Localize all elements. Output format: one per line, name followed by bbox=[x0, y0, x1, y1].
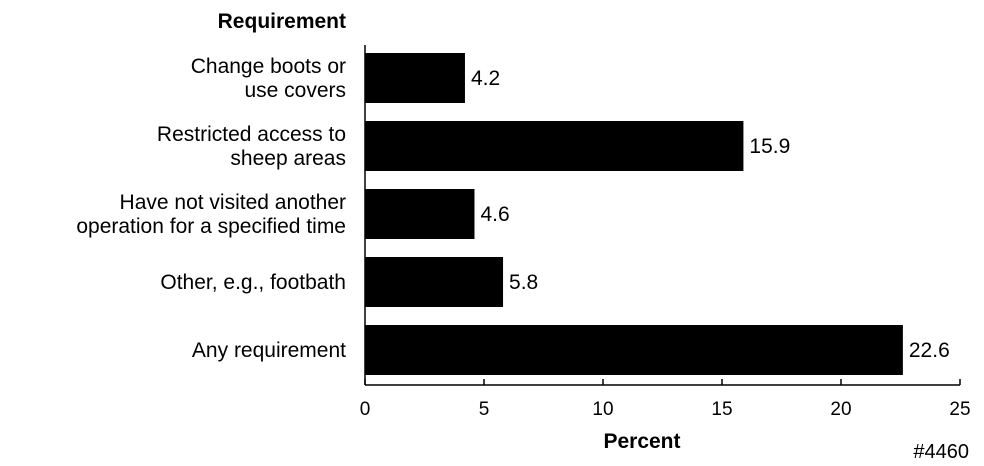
category-label-line: Any requirement bbox=[192, 339, 346, 362]
bar bbox=[365, 189, 475, 239]
category-label: Other, e.g., footbath bbox=[160, 271, 346, 294]
bars-group bbox=[365, 53, 903, 375]
data-label: 22.6 bbox=[909, 339, 950, 362]
category-label-line: operation for a specified time bbox=[76, 215, 346, 238]
category-label: Any requirement bbox=[192, 339, 346, 362]
x-tick-label: 25 bbox=[949, 399, 970, 420]
category-label: Have not visited another operation for a … bbox=[76, 191, 346, 238]
x-tick-label: 15 bbox=[711, 399, 732, 420]
figure-id: #4460 bbox=[913, 441, 969, 461]
x-ticks: 0 5 10 15 20 25 bbox=[360, 379, 971, 420]
x-axis-title: Percent bbox=[603, 430, 680, 453]
category-label: Restricted access to sheep areas bbox=[157, 123, 346, 170]
data-label: 4.6 bbox=[480, 203, 509, 226]
value-labels: 4.2 15.9 4.6 5.8 22.6 bbox=[471, 67, 950, 362]
bar bbox=[365, 325, 903, 375]
category-label-line: Have not visited another bbox=[120, 191, 346, 214]
category-label: Change boots or use covers bbox=[191, 55, 346, 102]
data-label: 5.8 bbox=[509, 271, 538, 294]
bar bbox=[365, 53, 465, 103]
bar bbox=[365, 121, 744, 171]
category-labels: Change boots or use covers Restricted acce… bbox=[76, 55, 346, 362]
category-label-line: Restricted access to bbox=[157, 123, 346, 146]
x-tick-label: 10 bbox=[592, 399, 613, 420]
category-label-line: Other, e.g., footbath bbox=[160, 271, 346, 294]
category-label-line: use covers bbox=[244, 79, 346, 102]
x-tick-label: 0 bbox=[360, 399, 371, 420]
data-label: 4.2 bbox=[471, 67, 500, 90]
category-label-line: Change boots or bbox=[191, 55, 346, 78]
y-axis-title: Requirement bbox=[218, 10, 346, 33]
category-label-line: sheep areas bbox=[230, 147, 346, 170]
x-tick-label: 5 bbox=[479, 399, 490, 420]
x-tick-label: 20 bbox=[830, 399, 851, 420]
data-label: 15.9 bbox=[749, 135, 790, 158]
bar bbox=[365, 257, 504, 307]
